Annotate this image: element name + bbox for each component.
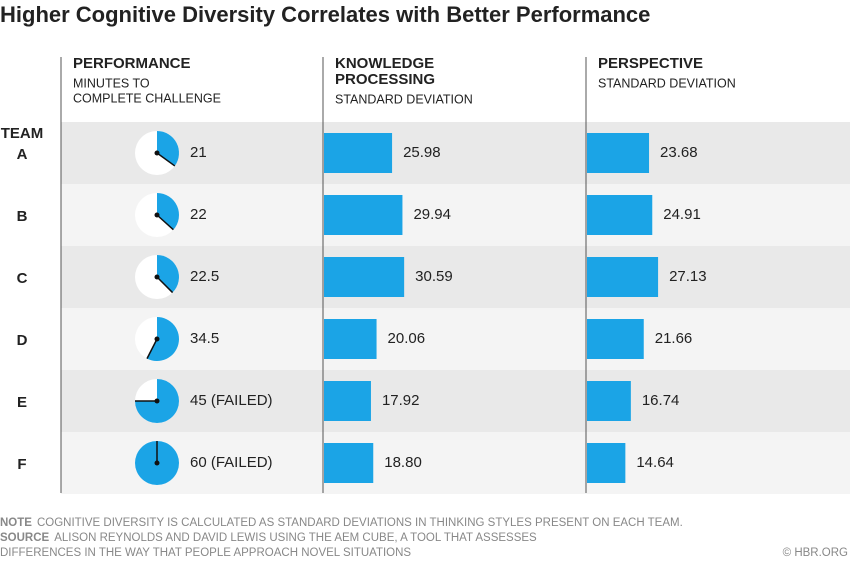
team-label: A	[17, 146, 28, 163]
value-label: 34.5	[190, 330, 219, 347]
clock-center	[154, 274, 160, 280]
note-label: NOTE	[0, 517, 32, 529]
column-title: PROCESSING	[335, 71, 435, 88]
clock-hand	[146, 338, 158, 359]
clock-center	[154, 398, 160, 404]
value-label: 30.59	[415, 268, 453, 285]
note-text: COGNITIVE DIVERSITY IS CALCULATED AS STA…	[37, 517, 683, 529]
clock-hand	[156, 214, 174, 231]
source-label: SOURCE	[0, 532, 50, 544]
team-label: B	[17, 208, 28, 225]
column-title: KNOWLEDGE	[335, 55, 434, 72]
column-title: PERSPECTIVE	[598, 55, 703, 72]
bar	[324, 257, 405, 297]
value-label: 20.06	[388, 330, 426, 347]
team-label: D	[17, 332, 28, 349]
row-background	[61, 370, 850, 432]
clock-sector	[157, 131, 180, 166]
note: NOTE COGNITIVE DIVERSITY IS CALCULATED AS…	[0, 517, 683, 529]
value-label: 24.91	[663, 206, 701, 223]
bar	[324, 133, 393, 173]
value-label: 22.5	[190, 268, 219, 285]
clock-center	[154, 460, 160, 466]
value-label: 60 (FAILED)	[190, 454, 273, 471]
bar	[324, 381, 371, 421]
value-label: 23.68	[660, 144, 698, 161]
clock-hand	[156, 152, 176, 167]
bar	[324, 443, 374, 483]
value-label: 17.92	[382, 392, 420, 409]
row-background	[61, 122, 850, 184]
clock-sector	[157, 255, 179, 293]
bar	[587, 443, 626, 483]
source-text: DIFFERENCES IN THE WAY THAT PEOPLE APPRO…	[0, 547, 411, 559]
bar	[587, 381, 631, 421]
column-title: PERFORMANCE	[73, 55, 191, 72]
row-background	[61, 308, 850, 370]
column-subtitle: STANDARD DEVIATION	[335, 92, 473, 106]
clock-sector	[147, 317, 179, 361]
value-label: 16.74	[642, 392, 680, 409]
row-background	[61, 184, 850, 246]
credit: © HBR.ORG	[783, 547, 848, 559]
row-background	[61, 432, 850, 494]
clock-hand	[156, 276, 174, 294]
value-label: 27.13	[669, 268, 707, 285]
bar	[587, 257, 659, 297]
value-label: 21	[190, 144, 207, 161]
value-label: 14.64	[636, 454, 674, 471]
value-label: 25.98	[403, 144, 441, 161]
bar	[324, 195, 403, 235]
clock-center	[154, 150, 160, 156]
source: SOURCE ALISON REYNOLDS AND DAVID LEWIS US…	[0, 532, 537, 544]
bar	[587, 133, 650, 173]
column-subtitle: COMPLETE CHALLENGE	[73, 91, 221, 105]
value-label: 45 (FAILED)	[190, 392, 273, 409]
clock-sector	[157, 193, 179, 230]
column-subtitle: MINUTES TO	[73, 76, 150, 90]
value-label: 21.66	[655, 330, 693, 347]
clock-center	[154, 336, 160, 342]
bar	[587, 195, 653, 235]
source-text: ALISON REYNOLDS AND DAVID LEWIS USING TH…	[54, 532, 537, 544]
bar	[324, 319, 377, 359]
column-subtitle: STANDARD DEVIATION	[598, 76, 736, 90]
chart-title: Higher Cognitive Diversity Correlates wi…	[0, 2, 650, 27]
value-label: 22	[190, 206, 207, 223]
value-label: 29.94	[413, 206, 451, 223]
row-header: TEAM	[1, 125, 44, 142]
team-label: F	[17, 456, 26, 473]
team-label: C	[17, 270, 28, 287]
team-label: E	[17, 394, 27, 411]
value-label: 18.80	[384, 454, 422, 471]
clock-center	[154, 212, 160, 218]
bar	[587, 319, 644, 359]
row-background	[61, 246, 850, 308]
